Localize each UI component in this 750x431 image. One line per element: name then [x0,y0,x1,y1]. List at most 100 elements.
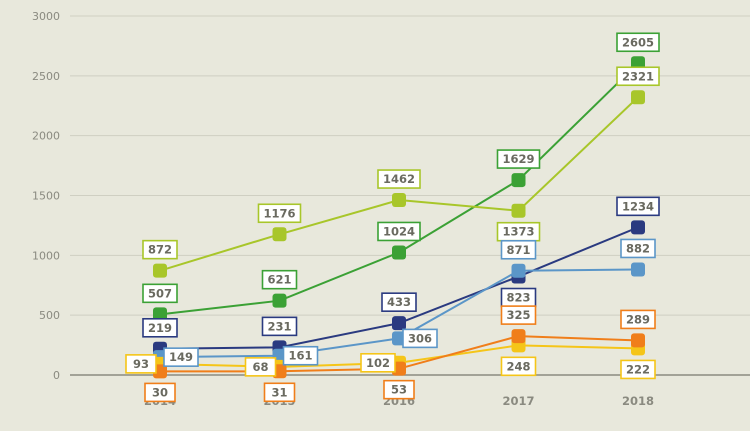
data-label: 306 [402,328,438,349]
data-point [392,193,406,208]
data-label-box [125,354,157,374]
data-label-text: 1629 [502,152,534,166]
data-label-text: 1234 [622,199,654,213]
data-label-text: 2321 [622,69,654,83]
data-label-text: 31 [271,385,287,399]
data-point [511,173,526,188]
data-label-text: 93 [133,357,149,371]
data-label-box [142,317,178,338]
y-tick-label: 500 [39,309,60,322]
data-label-box [620,359,656,380]
y-tick-label: 1500 [32,190,60,203]
data-label-box [616,32,660,53]
data-label-box [261,269,298,290]
data-label: 161 [282,345,319,366]
data-label-text: 1462 [383,172,415,186]
data-label: 53 [383,379,415,400]
data-label: 433 [381,292,417,312]
data-label: 1462 [377,169,421,189]
y-tick-label: 0 [53,369,60,382]
data-label: 1629 [496,149,541,169]
data-label: 325 [500,305,537,325]
data-label: 882 [620,238,656,259]
data-label-text: 306 [408,331,432,345]
data-point [631,220,645,235]
y-tick-label: 2000 [32,130,60,143]
x-tick-label: 2018 [622,394,654,408]
data-point [511,203,526,218]
data-label-text: 433 [387,295,411,309]
data-point [272,293,287,308]
data-label-box [381,292,417,312]
data-label: 68 [244,357,277,377]
data-label-text: 507 [148,286,172,300]
y-axis-ticks: 0 500 1000 1500 2000 2500 3000 [32,10,60,382]
data-label-text: 325 [506,308,530,322]
data-label-text: 219 [148,321,172,335]
data-label: 93 [125,354,157,374]
data-label: 31 [263,382,296,403]
data-label-text: 1176 [263,206,295,220]
data-label-box [496,149,541,169]
data-label-text: 231 [267,319,291,333]
data-label-text: 53 [391,383,407,397]
data-point [153,263,167,278]
data-label-text: 1373 [502,225,534,239]
data-label: 30 [144,382,176,403]
data-label-box [500,239,537,260]
data-label-text: 149 [169,350,193,364]
data-label-text: 2605 [622,35,654,49]
y-tick-label: 2500 [32,70,60,83]
data-label-box [282,345,319,366]
data-label-box [500,305,537,325]
data-point [631,333,645,348]
data-label-text: 68 [252,360,268,374]
data-label-box [620,309,656,330]
data-label: 289 [620,309,656,330]
data-point [272,227,287,242]
data-label-text: 823 [506,291,530,305]
data-label-box [257,203,302,224]
data-label: 871 [500,239,537,260]
data-label: 2605 [616,32,660,53]
data-point [511,329,526,344]
data-label-box [377,221,421,242]
data-label: 1234 [616,196,660,217]
data-labels: 507 621 1024 1629 2605 872 1176 1462 1373 2321 219… [125,32,660,403]
data-label-box [620,238,656,259]
data-label: 2321 [616,66,660,87]
data-point [511,263,526,278]
x-tick-label: 2017 [502,394,534,408]
y-tick-label: 1000 [32,249,60,262]
data-label-box [263,382,296,403]
data-label-text: 1024 [383,224,415,238]
data-label: 1373 [496,221,541,242]
data-label-box [244,357,277,377]
data-point [392,245,406,260]
data-label-box [142,283,178,304]
data-label-box [500,356,537,377]
data-label-text: 222 [626,362,650,376]
data-label: 621 [261,269,298,290]
data-label: 222 [620,359,656,380]
data-label-box [377,169,421,189]
data-label-box [402,328,438,349]
data-label-box [163,347,199,367]
data-label-text: 872 [148,243,172,257]
data-label-text: 30 [152,385,168,399]
data-label-text: 871 [506,243,530,257]
data-point [631,262,645,277]
data-label: 1024 [377,221,421,242]
series-points [153,56,645,379]
data-label: 823 [500,287,537,308]
data-label: 507 [142,283,178,304]
data-label-box [142,239,178,260]
data-label: 149 [163,347,199,367]
data-label-text: 248 [506,359,530,373]
y-tick-label: 3000 [32,10,60,23]
data-label: 248 [500,356,537,377]
data-label-text: 882 [626,241,650,255]
data-label-text: 161 [288,349,312,363]
